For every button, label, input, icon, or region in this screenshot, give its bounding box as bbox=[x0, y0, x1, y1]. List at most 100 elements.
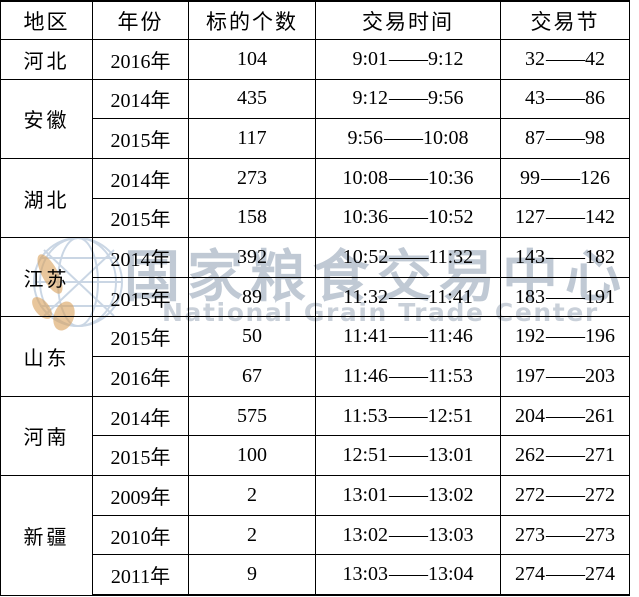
cell-time-range: 10:36——10:52 bbox=[315, 197, 501, 239]
cell-time-range: 9:01——9:12 bbox=[315, 39, 501, 80]
time-start: 9:01 bbox=[352, 47, 388, 70]
cell-session-range: 127——142 bbox=[500, 197, 630, 239]
time-end: 9:12 bbox=[428, 47, 464, 70]
cell-count: 575 bbox=[188, 395, 316, 437]
table-header: 地区 年份 标的个数 交易时间 交易节 bbox=[0, 0, 630, 40]
cell-region: 河北 bbox=[0, 39, 93, 80]
cell-year: 2015年 bbox=[92, 276, 189, 318]
cell-region: 山东 bbox=[0, 316, 93, 397]
time-end: 10:36 bbox=[428, 166, 474, 189]
cell-year: 2015年 bbox=[92, 316, 189, 358]
range-separator: —— bbox=[546, 483, 585, 506]
session-end: 126 bbox=[580, 166, 610, 189]
table-row: 湖北 2014年 273 10:08——10:36 99——126 bbox=[0, 157, 630, 239]
cell-count: 2 bbox=[188, 514, 316, 556]
range-separator: —— bbox=[389, 285, 428, 308]
session-start: 273 bbox=[515, 523, 545, 546]
range-separator: —— bbox=[389, 563, 428, 586]
table-row: 新疆 2009年 2 13:01——13:02 272——272 bbox=[0, 475, 630, 596]
time-end: 10:52 bbox=[428, 206, 474, 229]
cell-count: 435 bbox=[188, 78, 316, 120]
time-end: 11:53 bbox=[428, 364, 473, 387]
time-start: 11:53 bbox=[342, 404, 388, 427]
session-end: 196 bbox=[585, 325, 615, 348]
cell-region: 河南 bbox=[0, 395, 93, 477]
session-start: 272 bbox=[515, 483, 545, 506]
table-body: 河北 2016年 104 9:01——9:12 32——42 安徽 2014年 435 9:12… bbox=[0, 39, 630, 597]
session-start: 183 bbox=[515, 285, 545, 308]
session-end: 203 bbox=[585, 364, 615, 387]
table-row: 安徽 2014年 435 9:12——9:56 43——86 bbox=[0, 78, 630, 159]
range-separator: —— bbox=[546, 404, 585, 427]
range-separator: —— bbox=[546, 364, 585, 387]
cell-session-range: 204——261 bbox=[500, 395, 630, 437]
cell-count: 117 bbox=[188, 118, 316, 159]
session-end: 271 bbox=[585, 444, 615, 467]
cell-count: 100 bbox=[188, 435, 316, 477]
cell-time-range: 13:01——13:02 bbox=[315, 475, 501, 516]
range-separator: —— bbox=[546, 444, 585, 467]
range-separator: —— bbox=[541, 166, 580, 189]
cell-time-range: 11:41——11:46 bbox=[315, 316, 501, 358]
time-end: 11:46 bbox=[428, 325, 473, 348]
cell-region: 新疆 bbox=[0, 475, 93, 596]
column-header-region: 地区 bbox=[0, 0, 93, 40]
time-end: 13:01 bbox=[428, 444, 474, 467]
session-end: 142 bbox=[585, 206, 615, 229]
time-start: 10:08 bbox=[342, 166, 388, 189]
cell-time-range: 11:53——12:51 bbox=[315, 395, 501, 437]
range-separator: —— bbox=[389, 166, 428, 189]
cell-count: 89 bbox=[188, 276, 316, 318]
range-separator: —— bbox=[546, 47, 585, 70]
time-start: 10:52 bbox=[342, 246, 389, 269]
cell-region: 湖北 bbox=[0, 157, 93, 239]
session-end: 182 bbox=[585, 246, 615, 269]
cell-time-range: 11:46——11:53 bbox=[315, 356, 501, 397]
cell-year: 2014年 bbox=[92, 157, 189, 199]
cell-year: 2015年 bbox=[92, 435, 189, 477]
session-end: 273 bbox=[585, 523, 615, 546]
time-start: 11:32 bbox=[343, 285, 388, 308]
cell-year: 2014年 bbox=[92, 78, 189, 120]
time-end: 12:51 bbox=[427, 404, 474, 427]
cell-count: 392 bbox=[188, 237, 316, 278]
time-start: 9:56 bbox=[347, 127, 383, 150]
table-row: 2015年 100 12:51 —— 13:01 262——271 bbox=[1, 435, 630, 477]
range-separator: —— bbox=[389, 325, 428, 348]
session-start: 143 bbox=[515, 246, 545, 269]
session-start: 274 bbox=[515, 563, 545, 586]
cell-session-range: 273——273 bbox=[500, 514, 630, 556]
range-separator: —— bbox=[546, 127, 585, 150]
session-start: 87 bbox=[525, 127, 545, 150]
cell-session-range: 197——203 bbox=[500, 356, 630, 397]
cell-year: 2015年 bbox=[92, 118, 189, 159]
range-separator: —— bbox=[546, 206, 585, 229]
range-separator: —— bbox=[389, 47, 428, 70]
table-header-row: 地区 年份 标的个数 交易时间 交易节 bbox=[0, 0, 630, 40]
cell-year: 2016年 bbox=[92, 39, 189, 80]
time-start: 12:51 bbox=[342, 444, 388, 467]
time-start: 11:41 bbox=[343, 325, 388, 348]
cell-count: 2 bbox=[188, 475, 316, 516]
session-end: 42 bbox=[585, 47, 605, 70]
range-separator: —— bbox=[388, 404, 428, 427]
range-separator: —— bbox=[389, 246, 428, 269]
session-end: 98 bbox=[585, 127, 605, 150]
table-row: 江苏 2014年 392 10:52——11:32 143——182 bbox=[0, 237, 630, 318]
range-separator: —— bbox=[389, 483, 428, 506]
time-start: 10:36 bbox=[342, 206, 388, 229]
session-start: 99 bbox=[520, 166, 540, 189]
cell-session-range: 143——182 bbox=[500, 237, 630, 278]
column-header-count: 标的个数 bbox=[188, 0, 316, 40]
time-end: 11:41 bbox=[428, 285, 473, 308]
time-start: 9:12 bbox=[352, 87, 388, 110]
cell-session-range: 262——271 bbox=[500, 435, 630, 477]
time-start: 13:03 bbox=[342, 563, 388, 586]
column-header-year: 年份 bbox=[92, 0, 189, 40]
cell-session-range: 274——274 bbox=[500, 554, 630, 597]
range-separator: —— bbox=[384, 127, 423, 150]
cell-count: 67 bbox=[188, 356, 316, 397]
cell-session-range: 32——42 bbox=[500, 39, 630, 80]
cell-time-range: 13:02——13:03 bbox=[315, 514, 501, 556]
